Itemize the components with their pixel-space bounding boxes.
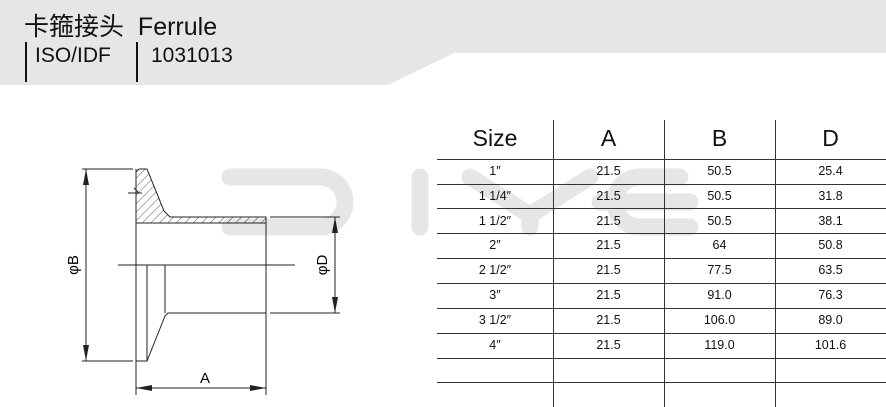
divider bbox=[136, 42, 138, 82]
b-cell: 106.0 bbox=[703, 312, 736, 327]
size-cell: 2 1/2″ bbox=[478, 263, 512, 278]
title-english: Ferrule bbox=[137, 13, 218, 41]
size-cell: 1 1/2″ bbox=[478, 213, 512, 228]
a-cell: 21.5 bbox=[596, 188, 621, 203]
product-code: 1031013 bbox=[151, 44, 233, 67]
header-band bbox=[0, 0, 886, 85]
d-cell: 101.6 bbox=[814, 337, 847, 352]
d-cell: 31.8 bbox=[818, 188, 843, 203]
a-cell: 21.5 bbox=[596, 263, 621, 278]
b-cell: 77.5 bbox=[707, 263, 732, 278]
d-cell: 76.3 bbox=[818, 287, 843, 302]
b-cell: 91.0 bbox=[707, 287, 732, 302]
table-row: 1″ 21.5 50.5 25.4 bbox=[437, 159, 886, 184]
title-chinese: 卡箍接头 bbox=[24, 12, 125, 41]
b-cell: 119.0 bbox=[704, 337, 735, 352]
b-cell: 50.5 bbox=[707, 213, 732, 228]
standard-label: ISO/IDF bbox=[35, 44, 111, 67]
row-divider bbox=[437, 208, 886, 209]
row-divider bbox=[437, 283, 886, 284]
table-row: 1 1/2″ 21.5 50.5 38.1 bbox=[437, 209, 886, 234]
a-cell: 21.5 bbox=[596, 337, 621, 352]
size-cell bbox=[437, 357, 553, 382]
a-cell: 21.5 bbox=[596, 164, 621, 178]
d-cell: 50.8 bbox=[818, 238, 843, 253]
row-divider bbox=[437, 233, 886, 234]
column-divider bbox=[775, 120, 776, 407]
section-hatch bbox=[135, 168, 267, 224]
table-header: Size A B D bbox=[437, 118, 886, 159]
divider bbox=[25, 42, 27, 82]
table-row: 3 1/2″ 21.5 106.0 89.0 bbox=[437, 308, 886, 333]
dim-d-label: φD bbox=[314, 255, 331, 276]
a-cell: 21.5 bbox=[596, 213, 621, 228]
table-row: 4″ 21.5 119.0 101.6 bbox=[437, 333, 886, 358]
row-divider bbox=[437, 333, 886, 334]
size-cell: 3 1/2″ bbox=[478, 312, 512, 327]
table-row bbox=[437, 357, 886, 382]
a-cell: 21.5 bbox=[596, 312, 621, 327]
a-cell: 21.5 bbox=[596, 287, 621, 302]
row-divider bbox=[437, 159, 886, 160]
row-divider bbox=[437, 358, 886, 359]
dim-b-label: φB bbox=[65, 255, 82, 275]
row-divider bbox=[437, 308, 886, 309]
dimension-table: Size A B D 1″ 21.5 50.5 25.4 1 1/4″ 21.5 50.5 3… bbox=[437, 118, 886, 382]
table-row: 1 1/4″ 21.5 50.5 31.8 bbox=[437, 184, 886, 209]
row-divider bbox=[437, 258, 886, 259]
size-cell: 2″ bbox=[489, 238, 501, 253]
size-cell: 3″ bbox=[489, 287, 501, 302]
header-d: D bbox=[822, 125, 839, 151]
header-size: Size bbox=[472, 125, 518, 151]
b-cell: 50.5 bbox=[707, 164, 732, 178]
b-cell: 64 bbox=[712, 238, 727, 253]
d-cell bbox=[775, 357, 886, 382]
table-row: 2″ 21.5 64 50.8 bbox=[437, 233, 886, 258]
header-a: A bbox=[600, 125, 617, 151]
column-divider bbox=[553, 120, 554, 407]
a-cell: 21.5 bbox=[596, 238, 621, 253]
header-b: B bbox=[711, 125, 728, 151]
b-cell: 50.5 bbox=[707, 188, 732, 203]
ferrule-drawing: φB φD A bbox=[65, 168, 340, 395]
d-cell: 38.1 bbox=[818, 213, 843, 228]
a-cell bbox=[553, 357, 664, 382]
d-cell: 89.0 bbox=[818, 312, 843, 327]
size-cell: 1″ bbox=[489, 164, 501, 178]
size-cell: 4″ bbox=[489, 337, 501, 352]
page-title: 卡箍接头 Ferrule bbox=[24, 7, 217, 43]
d-cell: 25.4 bbox=[818, 164, 843, 178]
b-cell bbox=[664, 357, 775, 382]
column-divider bbox=[664, 120, 665, 407]
size-cell: 1 1/4″ bbox=[478, 188, 512, 203]
dim-a-label: A bbox=[200, 370, 210, 387]
row-divider bbox=[437, 382, 886, 383]
row-divider bbox=[437, 184, 886, 185]
table-row: 3″ 21.5 91.0 76.3 bbox=[437, 283, 886, 308]
table-row: 2 1/2″ 21.5 77.5 63.5 bbox=[437, 258, 886, 283]
d-cell: 63.5 bbox=[818, 263, 843, 278]
